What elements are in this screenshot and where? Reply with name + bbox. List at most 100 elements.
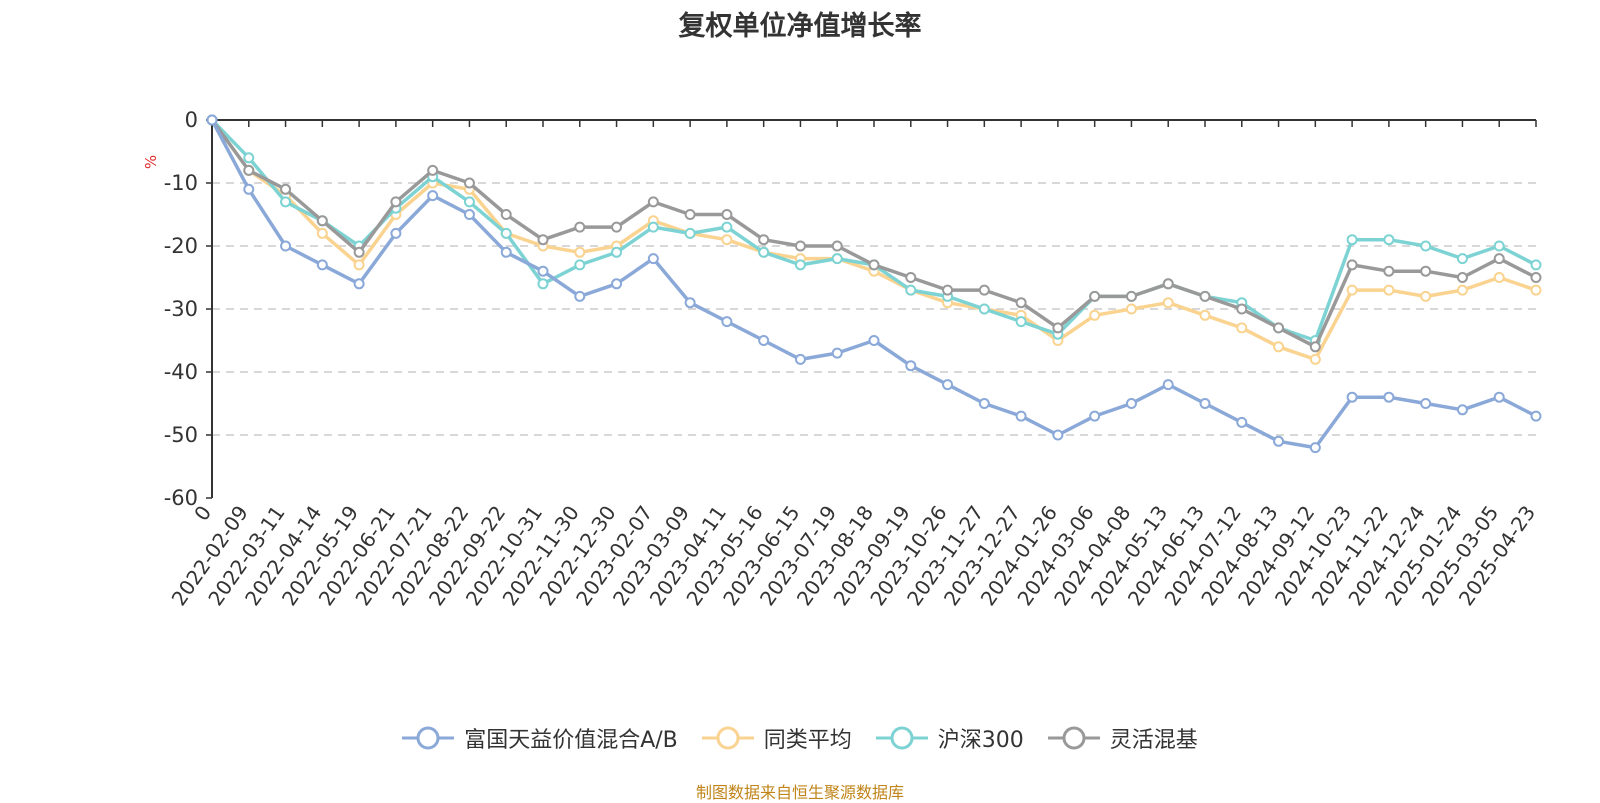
data-point <box>1236 322 1248 334</box>
data-point <box>243 183 255 195</box>
data-point <box>353 278 365 290</box>
legend-label: 灵活混基 <box>1109 728 1198 753</box>
data-point <box>1456 253 1468 265</box>
data-point <box>1530 284 1542 296</box>
data-point <box>942 284 954 296</box>
legend-swatch-icon <box>875 726 928 750</box>
data-point <box>537 234 549 246</box>
legend-item[interactable]: 同类平均 <box>701 722 852 754</box>
y-tick-label: -20 <box>164 234 198 258</box>
data-source-note: 制图数据来自恒生聚源数据库 <box>695 783 904 802</box>
data-point <box>1125 398 1137 409</box>
data-point <box>1125 290 1137 302</box>
data-point <box>647 196 659 208</box>
data-point <box>684 297 696 309</box>
y-tick-label: -50 <box>164 423 198 447</box>
data-point <box>647 221 659 233</box>
legend-item[interactable]: 富国天益价值混合A/B <box>402 722 678 754</box>
series-line <box>210 118 1538 362</box>
data-point <box>1309 341 1321 353</box>
data-point <box>1089 290 1101 302</box>
data-point <box>1493 272 1505 283</box>
series-line <box>210 118 1538 343</box>
y-axis-unit: % <box>142 155 160 169</box>
y-tick-label: -40 <box>164 360 198 384</box>
data-point <box>1493 391 1505 403</box>
data-point <box>1456 272 1468 283</box>
data-point <box>794 259 806 271</box>
data-point <box>647 253 659 265</box>
data-point <box>1530 259 1542 271</box>
series-lines <box>206 114 1542 454</box>
data-point <box>316 215 328 227</box>
data-point <box>1162 297 1174 309</box>
data-point <box>1199 290 1211 302</box>
data-point <box>353 259 365 271</box>
data-point <box>611 221 623 233</box>
data-point <box>1346 259 1358 271</box>
data-point <box>500 246 512 258</box>
data-point <box>721 209 733 220</box>
data-point <box>206 114 218 126</box>
data-point <box>1420 398 1432 409</box>
grid-lines <box>212 182 1536 436</box>
data-point <box>978 398 990 409</box>
data-point <box>831 253 843 265</box>
data-point <box>1236 303 1248 315</box>
tick-labels: 0-10-20-30-40-50-60%02022-02-092022-03-1… <box>142 108 1540 610</box>
data-point <box>758 246 770 258</box>
data-point <box>831 240 843 252</box>
data-point <box>1199 309 1211 321</box>
data-point <box>942 379 954 391</box>
legend-label: 沪深300 <box>937 728 1024 753</box>
data-point <box>463 177 475 189</box>
legend-swatch-icon <box>701 726 754 750</box>
data-point <box>721 221 733 233</box>
data-point <box>1456 404 1468 416</box>
data-point <box>684 209 696 220</box>
data-point <box>794 240 806 252</box>
data-point <box>1530 410 1542 422</box>
data-point <box>905 272 917 283</box>
data-point <box>1199 398 1211 409</box>
data-point <box>427 164 439 176</box>
data-point <box>1383 234 1395 246</box>
data-point <box>1346 284 1358 296</box>
y-tick-label: -30 <box>164 297 198 321</box>
legend-item[interactable]: 灵活混基 <box>1047 722 1198 754</box>
data-point <box>868 259 880 271</box>
data-point <box>390 227 402 239</box>
series-3 <box>206 114 1542 353</box>
series-1 <box>206 114 1542 365</box>
data-point <box>905 360 917 372</box>
data-point <box>1530 272 1542 283</box>
data-point <box>1052 322 1064 334</box>
data-point <box>794 353 806 365</box>
data-point <box>280 240 292 252</box>
series-line <box>210 118 1538 349</box>
data-point <box>1089 410 1101 422</box>
data-point <box>280 196 292 208</box>
series-0 <box>206 114 1542 454</box>
data-point <box>1383 391 1395 403</box>
data-point <box>243 152 255 164</box>
data-point <box>500 209 512 220</box>
chart-title: 复权单位净值增长率 <box>678 11 922 42</box>
data-point <box>611 246 623 258</box>
data-point <box>978 284 990 296</box>
data-point <box>1015 410 1027 422</box>
data-point <box>1089 309 1101 321</box>
legend-item[interactable]: 沪深300 <box>875 722 1024 754</box>
data-point <box>390 196 402 208</box>
data-point <box>611 278 623 290</box>
data-point <box>868 335 880 346</box>
data-point <box>1162 278 1174 290</box>
data-point <box>316 227 328 239</box>
data-point <box>978 303 990 315</box>
data-point <box>758 335 770 346</box>
data-point <box>353 246 365 258</box>
data-point <box>831 347 843 359</box>
data-point <box>463 196 475 208</box>
data-point <box>1420 240 1432 252</box>
